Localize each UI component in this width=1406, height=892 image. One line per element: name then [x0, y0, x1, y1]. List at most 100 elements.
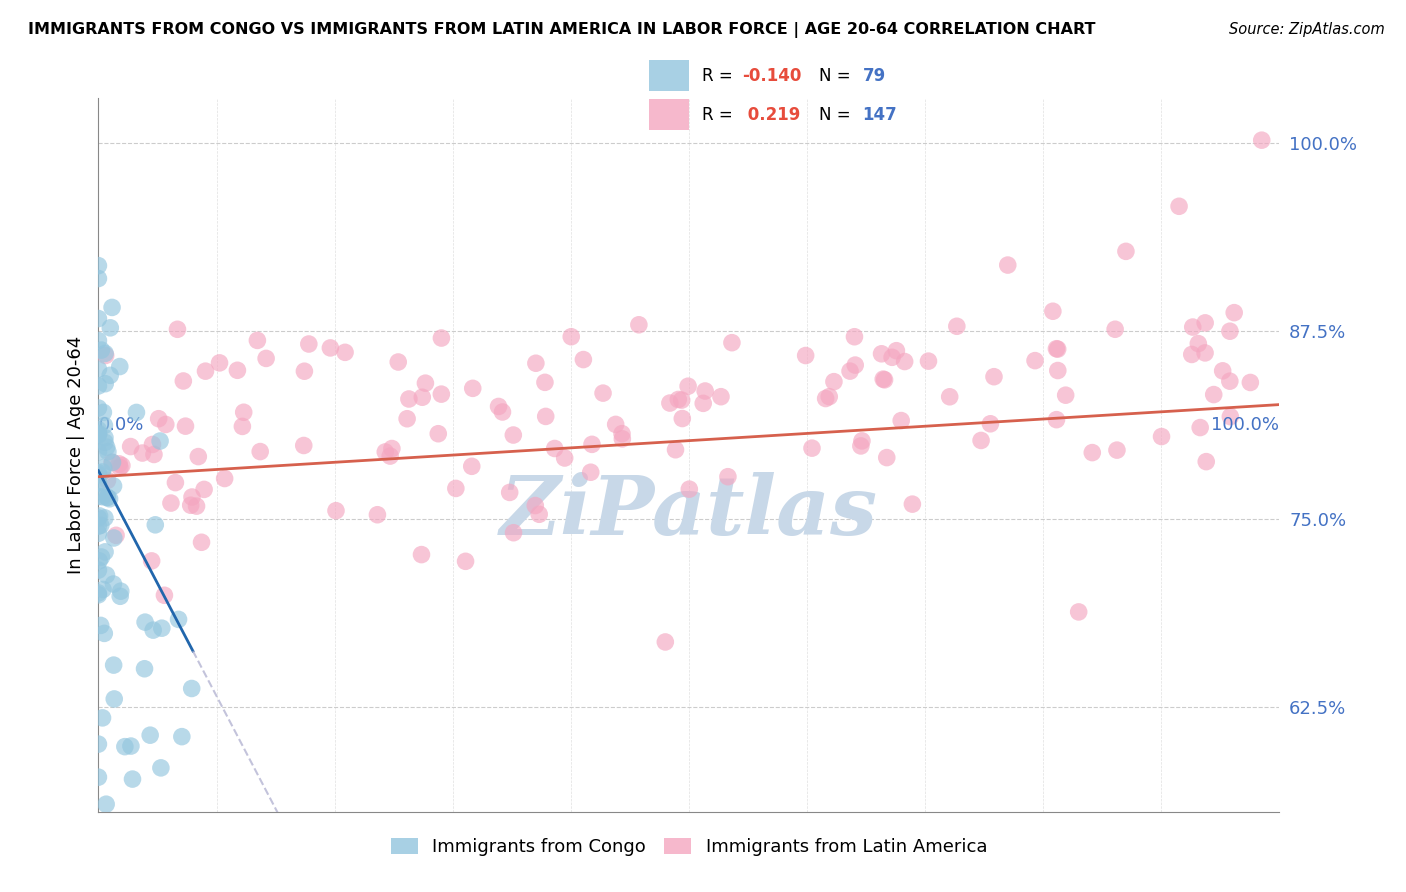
Point — [170, 730, 193, 744]
Point — [105, 528, 128, 542]
Point — [87, 467, 110, 482]
Point — [849, 439, 872, 453]
Point — [91, 490, 114, 504]
Point — [87, 379, 110, 393]
Point — [87, 770, 110, 784]
Text: -0.140: -0.140 — [742, 67, 801, 85]
Point — [411, 548, 433, 562]
Point — [654, 635, 676, 649]
Point — [232, 405, 254, 419]
Point — [880, 351, 903, 365]
Point — [108, 589, 131, 603]
Point — [97, 444, 120, 458]
Point — [93, 418, 115, 433]
Point — [298, 337, 321, 351]
Text: R =: R = — [702, 67, 738, 85]
Point — [502, 428, 524, 442]
Point — [1045, 342, 1067, 356]
Point — [193, 483, 215, 497]
Point — [87, 362, 110, 376]
Point — [801, 441, 824, 455]
Point — [721, 335, 744, 350]
Point — [666, 392, 689, 407]
Point — [94, 349, 117, 363]
Point — [378, 449, 401, 463]
Point — [87, 511, 110, 525]
Point — [488, 400, 510, 414]
Point — [166, 322, 188, 336]
Point — [1054, 388, 1077, 402]
Point — [876, 450, 898, 465]
Point — [89, 554, 111, 568]
Point — [676, 379, 699, 393]
Point — [87, 401, 110, 415]
Point — [717, 469, 740, 483]
Point — [1042, 304, 1064, 318]
Point — [87, 259, 110, 273]
Point — [90, 518, 112, 533]
Point — [89, 508, 111, 523]
Point — [93, 460, 115, 475]
Point — [108, 359, 131, 374]
Point — [1219, 409, 1241, 424]
Point — [153, 588, 176, 602]
Point — [90, 549, 112, 564]
Point — [444, 482, 467, 496]
Point — [87, 475, 110, 490]
Point — [396, 411, 419, 425]
Point — [103, 531, 125, 545]
Point — [1202, 387, 1225, 401]
Point — [94, 435, 117, 450]
Point — [90, 343, 112, 357]
Point — [96, 797, 118, 812]
Point — [120, 440, 142, 454]
Point — [901, 497, 924, 511]
Bar — [650, 99, 689, 130]
Point — [1115, 244, 1137, 259]
Point — [946, 319, 969, 334]
Point — [134, 662, 156, 676]
Point — [381, 442, 404, 456]
Point — [870, 347, 893, 361]
Point — [87, 563, 110, 577]
Point — [1104, 322, 1126, 336]
Point — [94, 376, 117, 391]
Point — [94, 511, 117, 525]
Point — [87, 334, 110, 348]
Point — [844, 358, 866, 372]
Point — [101, 455, 124, 469]
Text: 0.0%: 0.0% — [98, 416, 143, 434]
Point — [499, 485, 522, 500]
Point — [581, 437, 603, 451]
Point — [87, 526, 110, 541]
Point — [1067, 605, 1090, 619]
Text: ZiPatlas: ZiPatlas — [501, 472, 877, 552]
Point — [1045, 412, 1067, 426]
Point — [612, 432, 634, 446]
Point — [98, 368, 121, 383]
Point — [103, 658, 125, 673]
Point — [430, 387, 453, 401]
Point — [1150, 429, 1173, 443]
Point — [103, 577, 125, 591]
Point — [398, 392, 420, 406]
Point — [1212, 364, 1234, 378]
Point — [143, 447, 166, 461]
Point — [1024, 353, 1046, 368]
Text: 0.219: 0.219 — [742, 105, 800, 123]
Point — [695, 384, 717, 398]
Point — [1105, 443, 1128, 458]
Point — [174, 419, 197, 434]
Point — [592, 386, 614, 401]
Point — [167, 612, 190, 626]
Point — [98, 491, 121, 506]
Point — [254, 351, 277, 366]
Text: 100.0%: 100.0% — [1212, 416, 1279, 434]
Point — [839, 364, 862, 378]
Point — [1250, 133, 1272, 147]
Point — [190, 535, 212, 549]
Point — [150, 621, 173, 635]
Point — [143, 517, 166, 532]
Point — [294, 364, 316, 378]
Point — [108, 457, 131, 471]
